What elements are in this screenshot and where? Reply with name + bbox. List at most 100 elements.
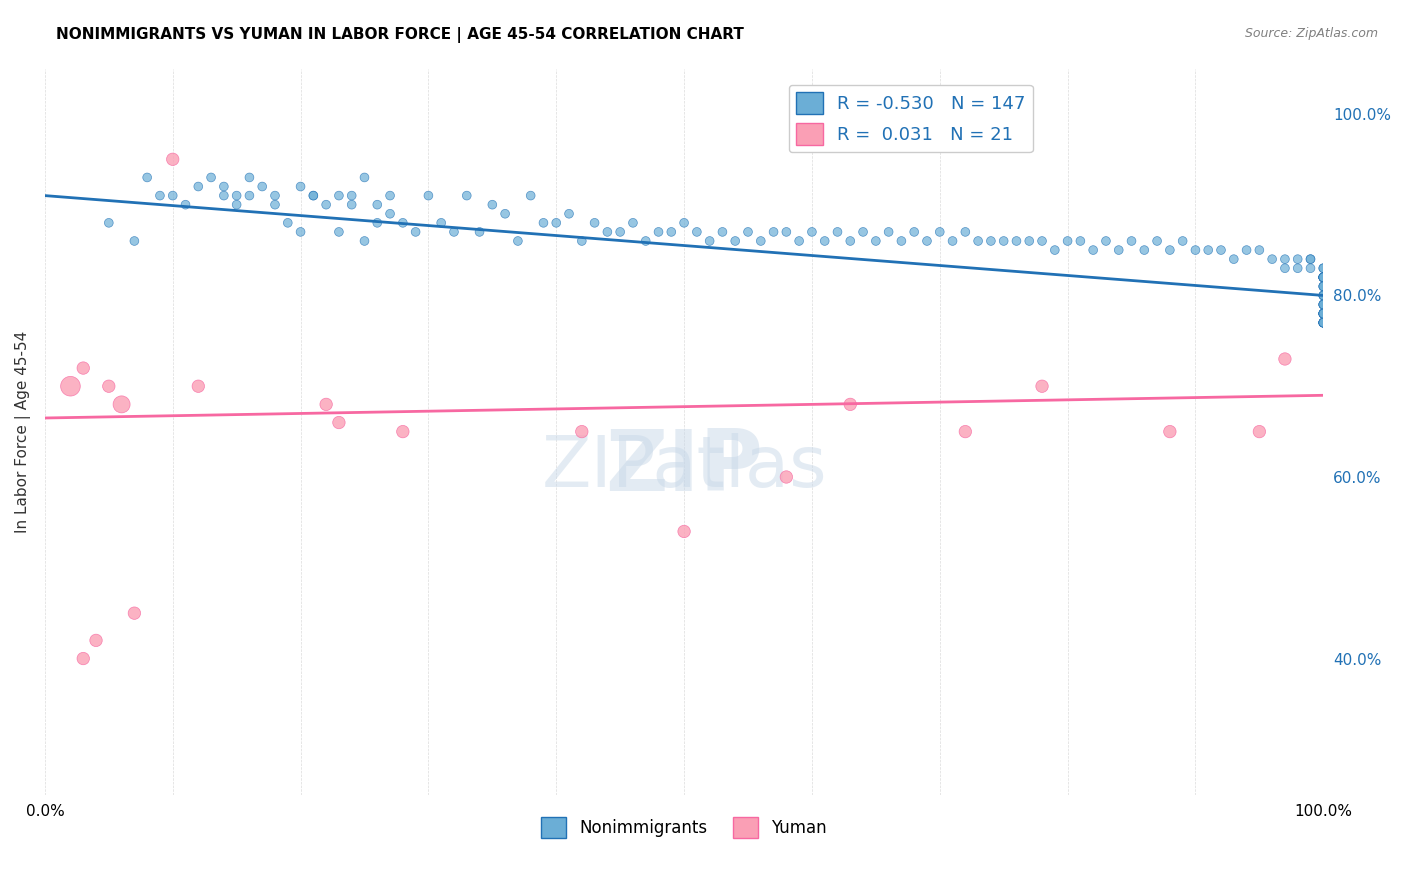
Point [1312, 288, 1334, 302]
Point [1312, 270, 1334, 285]
Point [596, 225, 619, 239]
Point [1312, 307, 1334, 321]
Point [1312, 270, 1334, 285]
Point [1274, 351, 1296, 366]
Point [1312, 316, 1334, 330]
Point [1209, 243, 1232, 257]
Point [915, 234, 938, 248]
Point [378, 207, 401, 221]
Point [264, 188, 287, 202]
Point [852, 225, 875, 239]
Point [699, 234, 721, 248]
Point [673, 216, 696, 230]
Point [762, 225, 785, 239]
Point [494, 207, 516, 221]
Point [724, 234, 747, 248]
Point [97, 216, 120, 230]
Point [583, 216, 606, 230]
Point [238, 188, 260, 202]
Point [124, 606, 146, 620]
Point [1274, 261, 1296, 276]
Point [1171, 234, 1194, 248]
Point [1312, 307, 1334, 321]
Point [187, 379, 209, 393]
Point [1312, 288, 1334, 302]
Point [571, 234, 593, 248]
Point [1261, 252, 1284, 267]
Point [353, 234, 375, 248]
Text: Source: ZipAtlas.com: Source: ZipAtlas.com [1244, 27, 1378, 40]
Point [609, 225, 631, 239]
Point [1312, 316, 1334, 330]
Point [1312, 288, 1334, 302]
Point [1069, 234, 1091, 248]
Point [903, 225, 925, 239]
Point [187, 179, 209, 194]
Point [59, 379, 82, 393]
Point [72, 361, 94, 376]
Point [1312, 261, 1334, 276]
Point [1108, 243, 1130, 257]
Point [1312, 316, 1334, 330]
Point [647, 225, 669, 239]
Point [72, 651, 94, 665]
Point [1312, 307, 1334, 321]
Point [1223, 252, 1246, 267]
Point [392, 425, 415, 439]
Point [162, 153, 184, 167]
Point [1184, 243, 1206, 257]
Point [839, 234, 862, 248]
Point [405, 225, 427, 239]
Point [392, 216, 415, 230]
Point [1159, 243, 1181, 257]
Point [277, 216, 299, 230]
Point [1299, 252, 1322, 267]
Point [1274, 252, 1296, 267]
Point [315, 397, 337, 411]
Point [621, 216, 644, 230]
Point [1312, 316, 1334, 330]
Point [980, 234, 1002, 248]
Point [124, 234, 146, 248]
Point [546, 216, 568, 230]
Point [1249, 425, 1271, 439]
Point [1197, 243, 1219, 257]
Point [827, 225, 849, 239]
Point [1133, 243, 1156, 257]
Point [302, 188, 325, 202]
Point [865, 234, 887, 248]
Point [659, 225, 682, 239]
Y-axis label: In Labor Force | Age 45-54: In Labor Force | Age 45-54 [15, 331, 31, 533]
Point [1312, 270, 1334, 285]
Point [1312, 270, 1334, 285]
Point [711, 225, 734, 239]
Point [533, 216, 555, 230]
Point [315, 197, 337, 211]
Point [1312, 297, 1334, 311]
Point [340, 197, 363, 211]
Point [456, 188, 478, 202]
Point [264, 197, 287, 211]
Point [890, 234, 912, 248]
Point [955, 225, 977, 239]
Point [800, 225, 823, 239]
Point [290, 225, 312, 239]
Point [1056, 234, 1078, 248]
Point [340, 188, 363, 202]
Point [1312, 297, 1334, 311]
Point [1312, 297, 1334, 311]
Point [250, 179, 273, 194]
Point [238, 170, 260, 185]
Point [1312, 307, 1334, 321]
Text: NONIMMIGRANTS VS YUMAN IN LABOR FORCE | AGE 45-54 CORRELATION CHART: NONIMMIGRANTS VS YUMAN IN LABOR FORCE | … [56, 27, 744, 43]
Point [1312, 270, 1334, 285]
Point [1121, 234, 1143, 248]
Point [328, 416, 350, 430]
Point [955, 425, 977, 439]
Point [1083, 243, 1105, 257]
Point [1159, 425, 1181, 439]
Point [290, 179, 312, 194]
Point [1286, 261, 1309, 276]
Point [328, 188, 350, 202]
Point [928, 225, 950, 239]
